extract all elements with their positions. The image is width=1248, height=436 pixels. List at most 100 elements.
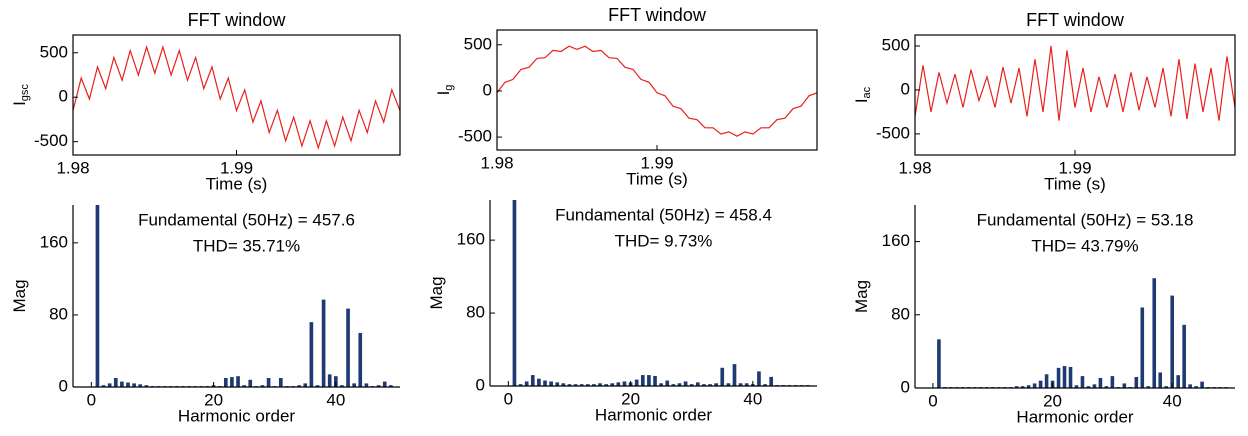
bar: [120, 381, 124, 387]
bar: [622, 381, 627, 386]
bar: [1086, 386, 1091, 388]
bar: [1098, 377, 1103, 388]
bar: [689, 384, 694, 386]
line: [915, 45, 1235, 121]
axes-frame: [72, 34, 401, 156]
x-tick-label: 20: [621, 389, 640, 408]
bar: [1032, 383, 1037, 388]
y-tick-label: 0: [483, 80, 492, 99]
y-axis-label: Ig: [434, 85, 454, 96]
bar: [573, 384, 578, 386]
bar: [937, 339, 941, 388]
bar: [549, 381, 553, 386]
bar: [1068, 366, 1073, 388]
y-axis-label: Mag: [427, 276, 446, 309]
bar: [242, 385, 246, 387]
bar: [101, 385, 106, 387]
bar: [248, 379, 253, 387]
bar: [598, 383, 602, 386]
bar: [653, 375, 657, 386]
y-axis-label: Igsc: [10, 84, 30, 106]
x-tick-label: 1.99: [1058, 158, 1091, 177]
bar: [738, 383, 743, 386]
bar: [647, 375, 651, 386]
bar: [537, 378, 541, 386]
y-tick-label: 160: [457, 230, 485, 249]
bar: [1080, 376, 1085, 388]
bar: [1056, 367, 1061, 388]
x-tick-label: 1.98: [898, 158, 931, 177]
panel: 0 20 40 0 80 160 Harmonic order Mag Fundamental …: [10, 205, 400, 425]
bar: [659, 383, 663, 386]
x-tick-label: 1.99: [640, 153, 673, 172]
x-axis-label: Time (s): [626, 169, 688, 188]
bar: [95, 205, 100, 387]
y-tick-label: -500: [34, 131, 68, 150]
panel: 0 20 40 0 80 160 Harmonic order Mag Fundamental …: [852, 205, 1235, 426]
bar: [266, 377, 271, 387]
x-tick-label: 40: [1163, 391, 1182, 410]
bar: [757, 371, 761, 386]
bar: [567, 384, 572, 386]
panel: 0 20 40 0 80 160 Harmonic order Mag Fundamental …: [427, 200, 817, 424]
y-axis-label-main: Mag: [852, 280, 871, 313]
bar: [352, 383, 356, 387]
x-tick-label: 1.99: [220, 158, 253, 177]
y-axis-label-main: I: [852, 98, 871, 103]
plot-area: [915, 45, 1235, 121]
bar: [640, 375, 645, 386]
y-axis-label: Mag: [852, 280, 871, 313]
y-axis-label-sub: ac: [861, 86, 873, 98]
bar: [113, 377, 118, 387]
chart-title: FFT window: [188, 10, 287, 30]
bar: [518, 384, 523, 386]
bar: [1038, 380, 1043, 388]
bar: [364, 383, 369, 387]
bar: [333, 376, 338, 387]
bar: [382, 381, 387, 387]
bar: [1158, 372, 1163, 388]
bar: [665, 380, 670, 386]
bar: [1134, 377, 1139, 388]
x-tick-label: 40: [326, 390, 345, 409]
bar: [1044, 374, 1049, 388]
y-tick-label: 0: [901, 377, 910, 396]
y-tick-label: -500: [876, 123, 910, 142]
bar: [297, 385, 301, 387]
bar: [340, 385, 344, 387]
chart-title: FFT window: [608, 5, 707, 25]
bar: [236, 376, 240, 387]
y-tick-label: 500: [882, 35, 910, 54]
bar: [1026, 385, 1031, 388]
x-tick-label: 1.98: [56, 158, 89, 177]
bar: [1092, 384, 1097, 388]
y-axis-label-main: Mag: [10, 279, 29, 312]
bar: [138, 384, 143, 387]
x-tick-label: 20: [204, 390, 223, 409]
bar: [604, 384, 608, 386]
y-tick-label: 0: [476, 375, 485, 394]
y-tick-label: 160: [40, 232, 68, 251]
y-axis-label-main: I: [10, 101, 29, 106]
bar: [376, 385, 381, 387]
bar: [1140, 307, 1145, 388]
panel: 1.98 1.99 -500 0 500 FFT window Time (s) Iac: [852, 10, 1236, 193]
bar: [107, 383, 112, 387]
annotation: THD= 9.73%: [615, 231, 713, 250]
y-axis-label: Mag: [10, 279, 29, 312]
annotation: Fundamental (50Hz) = 53.18: [977, 210, 1194, 229]
x-axis-label: Harmonic order: [595, 405, 712, 424]
plot-area: [937, 278, 1228, 388]
panel: 1.98 1.99 -500 0 500 FFT window Time (s) Igsc: [10, 10, 401, 193]
line: [73, 44, 400, 150]
y-tick-label: 500: [40, 42, 68, 61]
x-axis-label: Harmonic order: [1016, 407, 1133, 426]
bar: [321, 299, 326, 387]
bar: [744, 383, 749, 386]
annotation: Fundamental (50Hz) = 458.4: [555, 205, 772, 224]
bar: [726, 383, 731, 386]
axes-frame: [496, 29, 818, 151]
bar: [708, 384, 712, 386]
x-tick-label: 1.98: [480, 153, 513, 172]
